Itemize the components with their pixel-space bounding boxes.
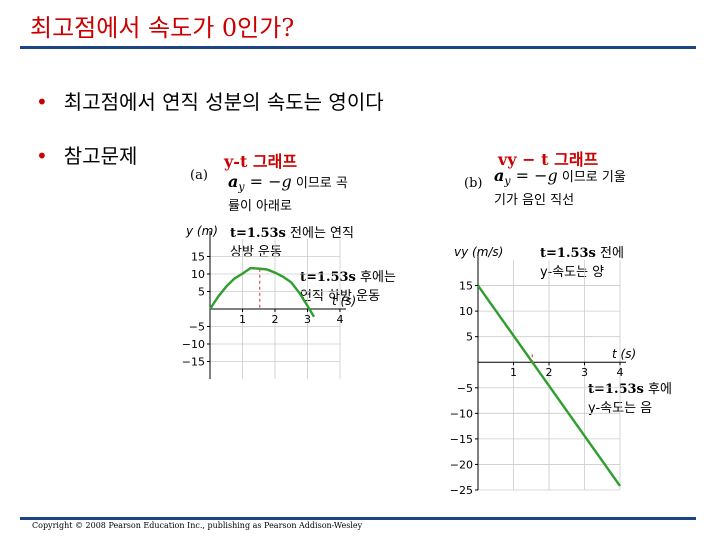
y-tick-label: −5	[189, 321, 205, 334]
panel-b-note-before: t=1.53s 전에 y-속도는 양	[540, 244, 624, 282]
y-tick-label: 10	[191, 268, 205, 281]
bullet-dot-icon: •	[36, 144, 48, 168]
y-tick-label: −10	[450, 407, 473, 420]
chart-y-vs-t: −15 −10 −5 5 10 15 1 2 3 4 y (m) t (s)	[182, 225, 356, 379]
chart-vy-vs-t: −25 −20 −15 −10 −5 5 10 15 1 2 3 4 vy (m/s) t (s)	[450, 245, 636, 497]
series-line	[477, 284, 621, 487]
note-time: t=1.53s	[588, 382, 644, 397]
bullet-text-2: 참고문제	[63, 144, 138, 168]
note-time: t=1.53s	[230, 226, 286, 241]
x-tick-label: 3	[581, 366, 588, 379]
x-tick-label: 1	[239, 313, 246, 326]
y-tick-label: −5	[457, 382, 473, 395]
panel-b-graph-title: vy − t 그래프	[498, 150, 599, 169]
x-axis-title: t (s)	[332, 294, 356, 308]
slide-title: 최고점에서 속도가 0인가?	[30, 14, 295, 42]
note-rest: 후에는	[355, 270, 396, 285]
accel-note-line2: 률이 아래로	[228, 198, 292, 214]
y-tick-label: −10	[182, 338, 205, 351]
accel-symbol: a	[494, 166, 505, 185]
accel-subscript: y	[238, 180, 245, 194]
copyright-text: Copyright © 2008 Pearson Education Inc.,…	[32, 521, 363, 530]
panel-b-accel-note: ay = −g 이므로 기울 기가 음인 직선	[494, 166, 626, 210]
y-tick-label: 15	[191, 251, 205, 264]
accel-equation: = −g	[510, 166, 558, 185]
y-tick-label: −15	[450, 433, 473, 446]
accel-note-rest: 이므로 곡	[291, 176, 348, 191]
x-tick-label: 4	[617, 366, 624, 379]
accel-equation: = −g	[244, 172, 292, 191]
x-axis-title: t (s)	[612, 347, 636, 361]
panel-a-label: (a)	[190, 168, 208, 183]
x-tick-label: 3	[304, 313, 311, 326]
y-axis-title: y (m)	[185, 225, 218, 238]
series-line	[208, 266, 316, 318]
bullet-text-1: 최고점에서 연직 성분의 속도는 영이다	[63, 90, 384, 114]
y-tick-label: −15	[182, 356, 205, 369]
note-line2: y-속도는 양	[540, 265, 605, 280]
x-tick-label: 1	[510, 366, 517, 379]
y-tick-label: −25	[450, 484, 473, 497]
title-divider	[20, 46, 696, 49]
y-tick-label: 15	[459, 280, 473, 293]
bullet-dot-icon: •	[36, 90, 48, 114]
panel-a-graph-title: y-t 그래프	[224, 152, 298, 171]
y-tick-label: −20	[450, 458, 473, 471]
accel-note-rest: 이므로 기울	[557, 170, 626, 185]
x-tick-label: 2	[546, 366, 553, 379]
note-rest: 전에	[595, 246, 624, 261]
accel-note-line2: 기가 음인 직선	[494, 192, 575, 208]
accel-subscript: y	[504, 174, 511, 188]
note-time: t=1.53s	[540, 246, 596, 261]
y-tick-label: 5	[466, 331, 473, 344]
y-axis-title: vy (m/s)	[454, 245, 503, 259]
note-rest: 후에	[643, 382, 672, 397]
footer-divider	[20, 517, 696, 520]
y-tick-label: 10	[459, 305, 473, 318]
note-rest: 전에는 연직	[285, 226, 354, 241]
panel-b-label: (b)	[464, 176, 483, 191]
accel-symbol: a	[228, 172, 239, 191]
x-tick-label: 2	[272, 313, 279, 326]
x-tick-label: 4	[337, 313, 344, 326]
bullet-item-1: • 최고점에서 연직 성분의 속도는 영이다	[36, 86, 384, 115]
bullet-item-2: • 참고문제	[36, 140, 137, 169]
panel-a-accel-note: ay = −g 이므로 곡 률이 아래로	[228, 172, 348, 216]
y-tick-label: 5	[198, 286, 205, 299]
